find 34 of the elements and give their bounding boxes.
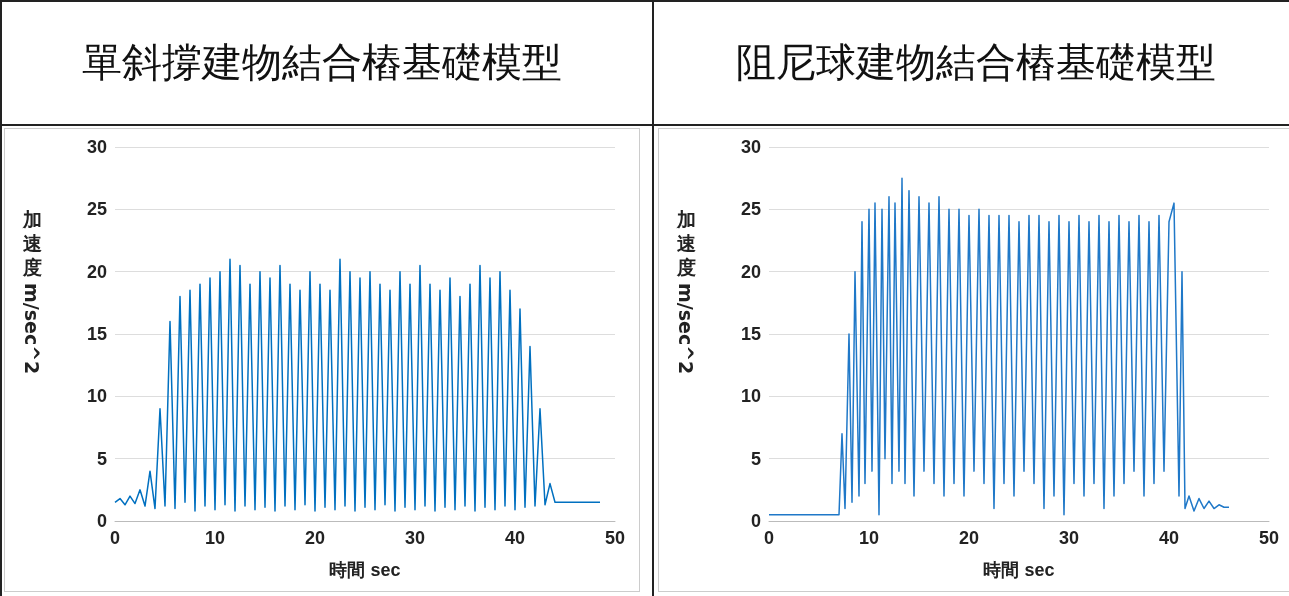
x-axis-title: 時間 sec xyxy=(329,560,401,580)
y-tick-label: 20 xyxy=(740,261,761,282)
y-tick-label: 25 xyxy=(740,199,761,220)
x-tick-label: 30 xyxy=(1058,528,1080,548)
y-tick-label: 10 xyxy=(740,386,761,407)
y-tick-label: 30 xyxy=(740,137,761,157)
y-tick-label: 0 xyxy=(750,511,761,531)
y-axis-title: 加速度 m/sec^2 xyxy=(20,207,44,375)
line-series xyxy=(114,258,601,512)
x-tick-label: 0 xyxy=(109,528,121,548)
x-tick-label: 20 xyxy=(304,528,326,548)
y-tick-label: 15 xyxy=(86,324,107,344)
y-tick-label: 25 xyxy=(86,199,107,220)
x-tick-label: 20 xyxy=(958,528,980,548)
y-tick-label: 15 xyxy=(740,324,761,344)
line-series xyxy=(768,177,1230,516)
x-tick-label: 0 xyxy=(763,528,775,548)
chart-title: 單斜撐建物結合樁基礎模型 xyxy=(81,37,563,87)
x-tick-label: 50 xyxy=(1258,528,1280,548)
x-tick-label: 50 xyxy=(604,528,626,548)
x-tick-label: 10 xyxy=(204,528,226,548)
y-tick-label: 20 xyxy=(86,261,107,282)
x-tick-label: 10 xyxy=(858,528,880,548)
y-tick-label: 0 xyxy=(96,511,107,531)
y-tick-label: 10 xyxy=(86,386,107,407)
chart-title: 阻尼球建物結合樁基礎模型 xyxy=(735,37,1217,87)
y-tick-label: 5 xyxy=(750,448,761,469)
x-tick-label: 40 xyxy=(504,528,526,548)
x-axis-title: 時間 sec xyxy=(983,560,1055,580)
y-tick-label: 30 xyxy=(86,137,107,157)
y-axis-title: 加速度 m/sec^2 xyxy=(674,207,698,375)
x-tick-label: 30 xyxy=(404,528,426,548)
y-tick-label: 5 xyxy=(96,448,107,469)
x-tick-label: 40 xyxy=(1158,528,1180,548)
